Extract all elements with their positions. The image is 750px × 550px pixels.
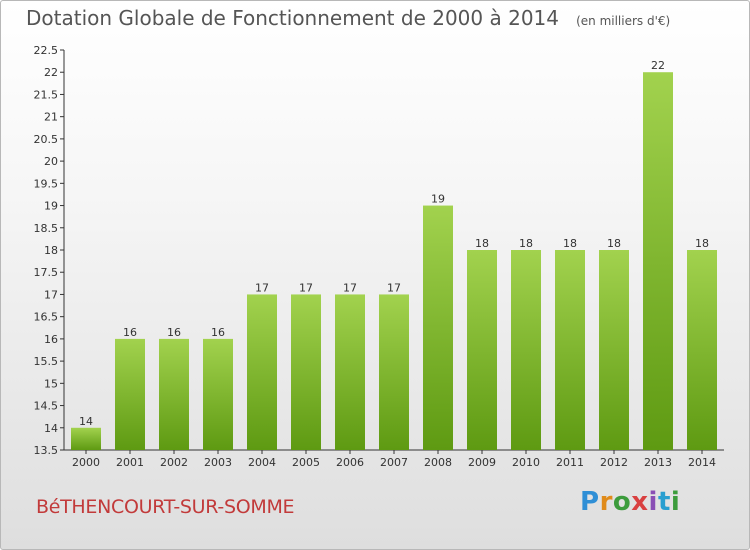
data-label-2005: 17 [299,281,313,294]
data-label-2011: 18 [563,237,577,250]
y-tick-label: 21.5 [34,88,59,101]
chart-title: Dotation Globale de Fonctionnement de 20… [26,6,559,30]
y-tick-label: 22 [44,66,58,79]
bar-2014 [687,250,717,450]
y-tick-label: 17.5 [34,266,59,279]
y-tick-label: 17 [44,288,58,301]
x-tick-label: 2013 [644,456,672,469]
data-label-2013: 22 [651,59,665,72]
commune-name: BéTHENCOURT-SUR-SOMME [36,496,295,518]
y-tick-label: 19 [44,200,58,213]
y-tick-label: 22.5 [34,44,59,57]
y-tick-label: 20 [44,155,58,168]
data-label-2012: 18 [607,237,621,250]
x-tick-label: 2011 [556,456,584,469]
x-axis: 2000 2001 2002 2003 2004 2005 2006 2007 2008 2009… [64,449,724,469]
y-tick-label: 15 [44,377,58,390]
data-labels: 14 16 16 16 17 17 17 17 19 18 18 18 18 22 18 [79,59,709,428]
y-tick-label: 15.5 [34,355,59,368]
y-tick-label: 18 [44,244,58,257]
x-tick-label: 2003 [204,456,232,469]
data-label-2006: 17 [343,281,357,294]
bar-2005 [291,294,321,450]
bars [71,72,717,450]
x-tick-label: 2001 [116,456,144,469]
data-label-2009: 18 [475,237,489,250]
y-tick-label: 18.5 [34,222,59,235]
data-label-2014: 18 [695,237,709,250]
y-tick-label: 14.5 [34,400,59,413]
x-tick-label: 2010 [512,456,540,469]
chart-title-row: Dotation Globale de Fonctionnement de 20… [26,6,670,30]
y-tick-label: 16.5 [34,311,59,324]
data-label-2008: 19 [431,193,445,206]
bar-2013 [643,72,673,450]
x-tick-label: 2002 [160,456,188,469]
x-tick-label: 2006 [336,456,364,469]
y-axis: 13.5 14 14.5 15 15.5 16 16.5 17 17.5 18 18.5 19 19.5… [34,44,65,457]
bar-2008 [423,205,453,450]
bar-2007 [379,294,409,450]
data-label-2000: 14 [79,415,93,428]
data-label-2004: 17 [255,281,269,294]
bar-2004 [247,294,277,450]
y-tick-label: 16 [44,333,58,346]
x-tick-label: 2009 [468,456,496,469]
bar-2000 [71,427,101,450]
data-label-2010: 18 [519,237,533,250]
data-label-2007: 17 [387,281,401,294]
bar-2009 [467,250,497,450]
data-label-2003: 16 [211,326,225,339]
x-tick-label: 2004 [248,456,276,469]
y-tick-label: 19.5 [34,177,59,190]
y-tick-label: 13.5 [34,444,59,457]
data-label-2001: 16 [123,326,137,339]
x-tick-label: 2014 [688,456,716,469]
bar-2012 [599,250,629,450]
x-tick-label: 2012 [600,456,628,469]
bar-2003 [203,338,233,450]
bar-2010 [511,250,541,450]
y-tick-label: 21 [44,111,58,124]
x-tick-label: 2005 [292,456,320,469]
bar-2002 [159,338,189,450]
y-tick-label: 20.5 [34,133,59,146]
x-tick-label: 2007 [380,456,408,469]
bar-2011 [555,250,585,450]
data-label-2002: 16 [167,326,181,339]
y-tick-label: 14 [44,422,58,435]
bar-2006 [335,294,365,450]
x-tick-label: 2000 [72,456,100,469]
chart-unit-note: (en milliers d'€) [576,14,671,28]
x-tick-label: 2008 [424,456,452,469]
proxiti-logo[interactable]: Proxiti [580,487,681,517]
bar-2001 [115,338,145,450]
